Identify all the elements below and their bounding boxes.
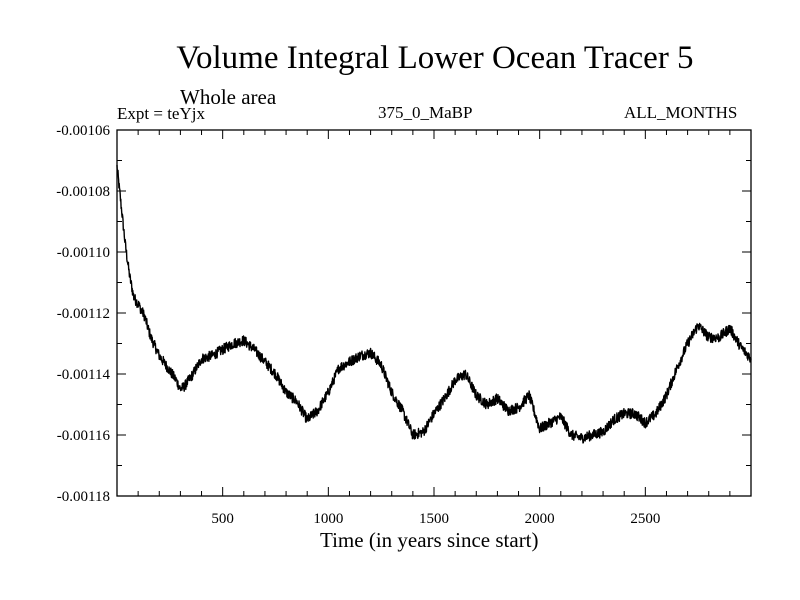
experiment-label: Expt = teYjx [117,104,205,123]
season-label: ALL_MONTHS [624,103,738,122]
x-tick-label: 1500 [419,511,449,527]
y-tick-label: -0.00118 [57,489,110,505]
x-tick-label: 2500 [630,511,660,527]
y-tick-label: -0.00114 [57,367,111,383]
chart-title: Volume Integral Lower Ocean Tracer 5 [176,40,694,76]
x-axis-label: Time (in years since start) [320,528,539,552]
y-tick-label: -0.00110 [57,245,110,261]
series-layer [116,164,752,444]
y-tick-label: -0.00112 [57,306,110,322]
period-label: 375_0_MaBP [378,103,473,122]
x-tick-label: 500 [211,511,234,527]
y-tick-label: -0.00116 [57,428,111,444]
axis-ticks [117,130,751,496]
y-tick-label: -0.00106 [56,123,110,139]
y-tick-label: -0.00108 [56,184,110,200]
chart-subtitle: Whole area [180,85,277,109]
x-tick-label: 2000 [525,511,555,527]
series-line [116,164,752,444]
plot-frame [116,129,752,497]
x-tick-label: 1000 [313,511,343,527]
axis-tick-labels: 500 1000 1500 2000 2500 -0.00118 -0.00116 -0.00… [56,123,660,527]
